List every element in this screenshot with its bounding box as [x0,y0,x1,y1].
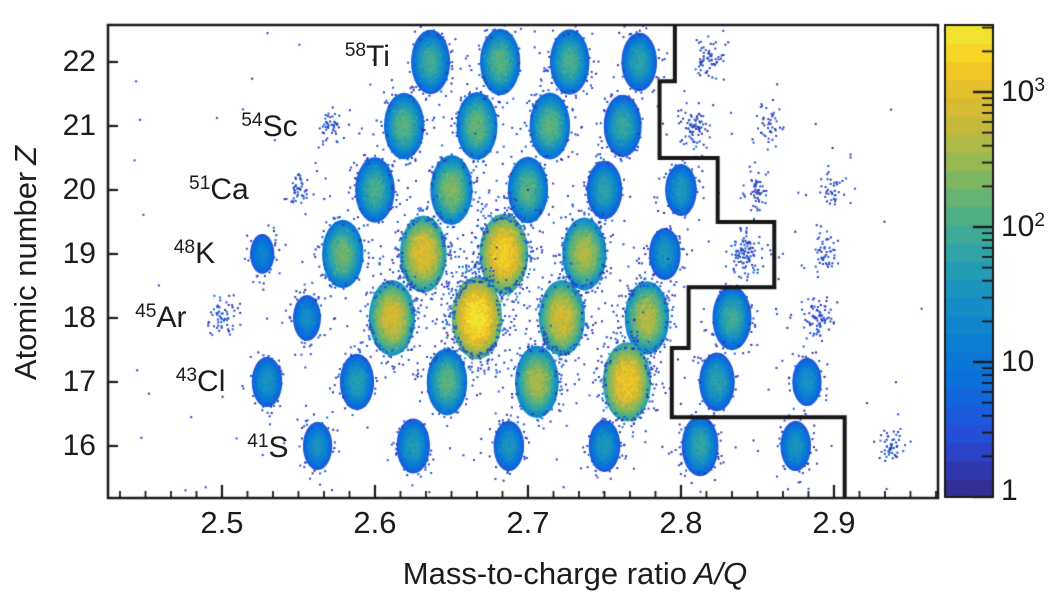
isotope-label: 51Ca [144,173,294,211]
y-tick-label: 22 [62,44,96,78]
x-tick-label: 2.7 [506,505,550,540]
x-tick-label: 2.9 [812,505,856,540]
isotope-mass: 41 [247,430,269,452]
isotope-mass: 54 [241,110,263,132]
colorbar-tick-label: 1 [1001,474,1018,507]
isotope-mass: 48 [173,237,196,258]
y-axis-title-math: Z [8,145,43,165]
colorbar-tick-label: 102 [1001,210,1046,243]
isotope-mass: 43 [175,365,198,386]
isotope-symbol: Cl [197,364,226,398]
colorbar-exponent: 2 [1034,210,1046,232]
x-tick-label: 2.5 [200,505,244,540]
isotope-symbol: Ca [210,172,249,206]
isotope-label: 41S [193,431,343,469]
isotope-label: 48K [119,237,269,275]
isotope-label: 54Sc [194,110,344,148]
y-tick-label: 21 [62,108,96,142]
x-tick-label: 2.6 [353,505,397,540]
isotope-symbol: Ar [156,300,187,334]
isotope-label: 45Ar [86,301,236,339]
y-tick-label: 19 [62,236,96,270]
x-axis-title: Mass-to-charge ratio A/Q [325,556,825,592]
isotope-symbol: K [195,236,216,270]
x-tick-label: 2.8 [659,505,703,540]
isotope-mass: 58 [344,39,367,61]
y-tick-label: 20 [62,172,96,206]
x-axis-title-math: A/Q [693,556,748,591]
isotope-symbol: Ti [366,39,390,73]
colorbar-exponent: 3 [1034,75,1046,97]
isotope-mass: 51 [189,173,211,194]
y-tick-label: 17 [62,364,96,398]
colorbar-tick-label: 10 [1001,345,1035,378]
isotope-symbol: Sc [262,110,298,144]
y-tick-label: 16 [62,428,96,462]
colorbar-tick-label: 103 [1001,75,1046,108]
isotope-label: 58Ti [292,40,442,78]
x-axis-title-text: Mass-to-charge ratio [402,556,688,591]
isotope-mass: 45 [135,301,157,322]
isotope-symbol: S [268,430,289,464]
isotope-label: 43Cl [126,365,276,403]
y-tick-label: 18 [62,300,96,334]
